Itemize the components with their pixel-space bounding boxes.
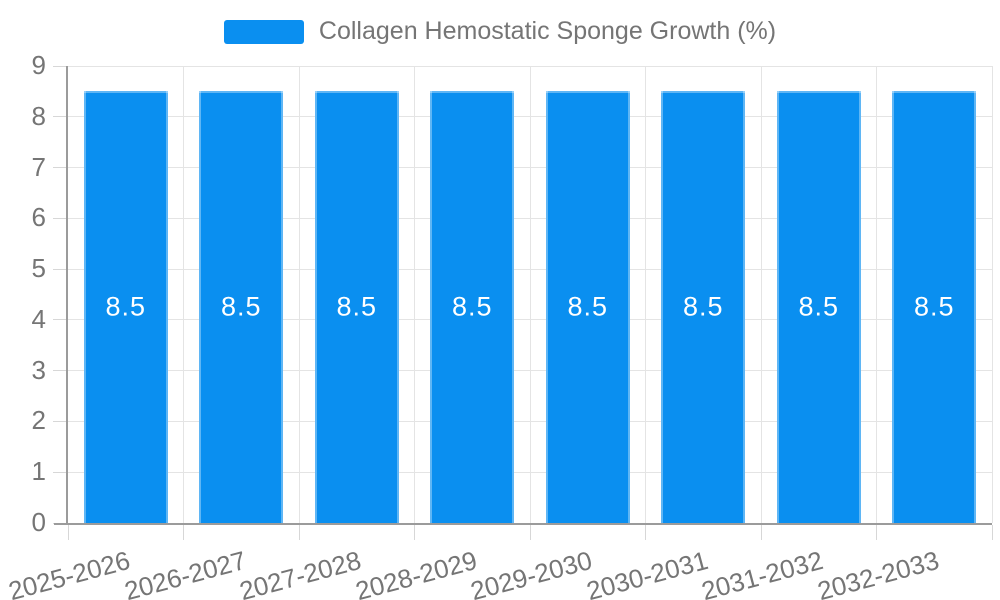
bar-value-label: 8.5	[798, 291, 840, 322]
chart-legend[interactable]: Collagen Hemostatic Sponge Growth (%)	[0, 17, 1000, 46]
bar	[430, 91, 515, 523]
x-axis-tick-label: 2027-2028	[236, 545, 365, 600]
y-axis-tick-label: 7	[31, 151, 46, 182]
x-axis-tick	[67, 525, 69, 540]
x-axis-tick	[760, 525, 762, 540]
y-axis-tick-label: 1	[31, 456, 46, 487]
y-axis-tick-label: 2	[31, 405, 46, 436]
bar	[199, 91, 284, 523]
v-gridline	[991, 66, 993, 523]
y-axis-tick	[53, 319, 66, 321]
y-axis-tick	[53, 217, 66, 219]
x-axis-tick-label: 2028-2029	[352, 545, 481, 600]
y-axis-tick	[53, 471, 66, 473]
y-axis-tick-label: 5	[31, 252, 46, 283]
y-axis-tick	[53, 65, 66, 67]
legend-swatch	[223, 19, 304, 44]
v-gridline	[414, 66, 415, 523]
v-gridline	[183, 66, 184, 523]
x-axis-tick-label: 2025-2026	[5, 545, 134, 600]
bar	[545, 91, 630, 523]
x-axis-tick	[991, 525, 993, 540]
x-axis-tick	[529, 525, 531, 540]
y-axis-tick-label: 0	[31, 506, 46, 537]
y-axis-line	[66, 66, 68, 525]
legend-label: Collagen Hemostatic Sponge Growth (%)	[318, 17, 777, 45]
bar-value-label: 8.5	[567, 291, 609, 322]
v-gridline	[876, 66, 877, 523]
bar	[661, 91, 746, 523]
x-axis-tick	[414, 525, 415, 540]
x-axis-tick	[183, 525, 184, 540]
x-axis-tick-label: 2029-2030	[467, 545, 596, 600]
y-axis-tick	[53, 167, 66, 169]
x-axis-tick-label: 2032-2033	[814, 545, 943, 600]
x-axis-tick	[645, 525, 646, 540]
v-gridline	[760, 66, 762, 523]
bar-value-label: 8.5	[336, 291, 378, 322]
y-axis-tick-label: 6	[31, 202, 46, 233]
y-axis-tick-label: 3	[31, 354, 46, 385]
y-axis-tick-label: 8	[31, 100, 46, 131]
y-axis-tick-label: 4	[31, 303, 46, 334]
y-axis-tick	[53, 268, 66, 270]
bar-value-label: 8.5	[451, 291, 493, 322]
plot-area: 8.5 8.5 8.5 8.5 8.5 8.5 8.5 8.5	[54, 65, 993, 525]
x-axis-tick-label: 2026-2027	[121, 545, 250, 600]
y-axis-tick	[53, 420, 66, 422]
bar	[776, 91, 861, 523]
v-gridline	[529, 66, 531, 523]
bar-value-label: 8.5	[682, 291, 724, 322]
x-axis-tick	[298, 525, 300, 540]
y-axis-tick-label: 9	[31, 49, 46, 80]
bar	[314, 91, 399, 523]
x-axis-line	[54, 523, 992, 525]
x-axis-tick	[876, 525, 877, 540]
bar	[83, 91, 168, 523]
v-gridline	[645, 66, 646, 523]
bar-value-label: 8.5	[105, 291, 147, 322]
y-axis-tick	[53, 370, 66, 372]
bar-value-label: 8.5	[220, 291, 262, 322]
bar	[892, 91, 977, 523]
y-axis-tick	[53, 116, 66, 118]
x-axis-tick-label: 2031-2032	[698, 545, 827, 600]
x-axis-tick-label: 2030-2031	[583, 545, 712, 600]
v-gridline	[298, 66, 300, 523]
bar-value-label: 8.5	[913, 291, 955, 322]
